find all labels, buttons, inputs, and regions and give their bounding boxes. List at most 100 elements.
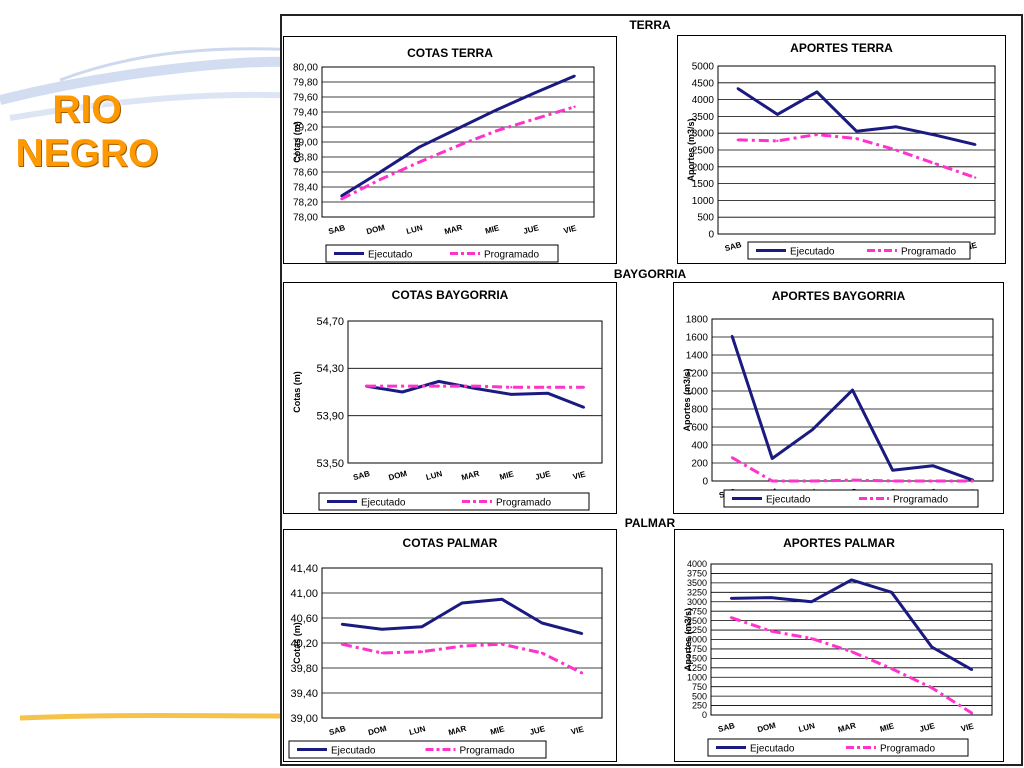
y-tick-label: 600 — [691, 423, 708, 434]
data-point — [340, 194, 343, 198]
x-tick-label: LUN — [408, 724, 426, 737]
data-point — [776, 113, 779, 116]
x-tick-label: MIE — [879, 721, 896, 734]
data-point — [736, 138, 739, 142]
chart-title: COTAS TERRA — [407, 46, 493, 60]
data-point — [891, 479, 894, 483]
y-tick-label: 1200 — [686, 369, 709, 380]
data-point — [931, 464, 934, 467]
y-axis-label: Cotas (m) — [292, 622, 302, 664]
y-tick-label: 1500 — [687, 654, 707, 664]
x-tick-label: DOM — [367, 724, 388, 738]
data-point — [340, 643, 344, 646]
y-tick-label: 0 — [702, 710, 707, 720]
decor-swoosh-gold — [19, 713, 301, 721]
y-tick-label: 1500 — [692, 179, 715, 190]
y-tick-label: 200 — [691, 459, 708, 470]
data-point — [930, 645, 933, 649]
x-tick-label: LUN — [798, 721, 816, 734]
data-point — [500, 643, 504, 646]
data-point — [401, 390, 404, 394]
data-point — [934, 134, 937, 137]
data-point — [534, 117, 537, 120]
legend-box — [288, 740, 547, 759]
y-tick-label: 79,00 — [293, 138, 318, 149]
data-point — [729, 616, 733, 619]
y-axis-label: Cotas (m) — [292, 371, 302, 413]
data-point — [582, 406, 586, 409]
legend-box — [318, 492, 590, 511]
slide-title-line1: RIO — [52, 88, 122, 131]
y-tick-label: 1750 — [687, 644, 707, 654]
y-tick-label: 2000 — [687, 635, 707, 645]
y-tick-label: 500 — [697, 213, 714, 224]
data-point — [971, 479, 975, 483]
data-point — [580, 671, 584, 675]
data-point — [340, 197, 343, 201]
x-tick-label: JUE — [918, 721, 936, 734]
data-point — [495, 108, 499, 111]
y-tick-label: 0 — [702, 477, 708, 488]
chart-aportes-baygorria: APORTES BAYGORRIA 0 200 400 600 800 1000 1200 14… — [673, 282, 1004, 514]
decor-swoosh-blue-2 — [9, 91, 301, 121]
section-title-baygorria: BAYGORRIA — [613, 267, 687, 281]
x-tick-label: JUE — [529, 724, 547, 737]
legend-box — [707, 738, 969, 757]
x-tick-label: JUE — [522, 223, 540, 236]
legend-label-ejecutado: Ejecutado — [361, 498, 406, 509]
data-point — [970, 711, 974, 715]
y-tick-label: 3250 — [687, 587, 707, 597]
y-tick-label: 79,20 — [293, 123, 318, 134]
data-point — [730, 456, 734, 459]
chart-svg: COTAS BAYGORRIA 53,50 53,90 54,30 54,70 SAB DO… — [292, 288, 603, 511]
data-point — [934, 162, 937, 165]
x-tick-label: VIE — [563, 223, 578, 235]
y-tick-label: 53,50 — [316, 458, 344, 470]
data-point — [894, 148, 898, 152]
legend-label-ejecutado: Ejecutado — [790, 247, 835, 258]
data-point — [771, 457, 774, 460]
data-point — [850, 578, 853, 582]
y-axis-label: Aportes (m3/s) — [682, 368, 692, 431]
x-tick-label: MIE — [484, 223, 501, 236]
y-tick-label: 3000 — [687, 597, 707, 607]
slide-title: RIO NEGRO — [12, 88, 162, 176]
x-tick-label: MIE — [499, 469, 516, 482]
y-tick-label: 79,60 — [293, 93, 318, 104]
data-point — [891, 469, 894, 472]
data-point — [540, 651, 544, 655]
chart-title: APORTES TERRA — [790, 41, 893, 55]
y-tick-label: 40,20 — [290, 638, 318, 650]
slide-title-line2: NEGRO — [15, 132, 159, 175]
data-point — [420, 650, 424, 653]
data-point — [401, 384, 404, 388]
y-tick-label: 1400 — [686, 351, 709, 362]
chart-legend: Ejecutado Programado — [723, 489, 979, 508]
decor-swoosh-blue-1 — [0, 56, 301, 105]
legend-box — [325, 244, 559, 263]
x-tick-label: SAB — [328, 724, 347, 737]
x-tick-label: MAR — [460, 469, 480, 482]
legend-label-ejecutado: Ejecutado — [766, 495, 811, 506]
data-point — [970, 668, 974, 671]
y-tick-label: 1600 — [686, 333, 709, 344]
y-tick-label: 750 — [692, 682, 707, 692]
data-point — [460, 601, 464, 605]
legend-label-programado: Programado — [901, 247, 956, 258]
legend-label-programado: Programado — [460, 746, 515, 757]
x-tick-label: VIE — [570, 724, 585, 736]
y-tick-label: 80,00 — [293, 63, 318, 74]
y-tick-label: 40,60 — [290, 613, 318, 625]
chart-aportes-terra: APORTES TERRA 0 500 1000 1500 2000 2500 3000 350… — [677, 35, 1006, 264]
y-tick-label: 41,00 — [290, 588, 318, 600]
y-tick-label: 2500 — [687, 616, 707, 626]
chart-legend: Ejecutado Programado — [325, 244, 559, 263]
y-tick-label: 1800 — [686, 315, 709, 326]
y-tick-label: 54,30 — [316, 363, 344, 375]
y-tick-label: 78,20 — [293, 198, 318, 209]
x-tick-label: MIE — [489, 724, 506, 737]
y-tick-label: 78,60 — [293, 168, 318, 179]
data-point — [540, 621, 544, 625]
chart-title: APORTES PALMAR — [783, 536, 895, 550]
legend-label-programado: Programado — [496, 498, 551, 509]
